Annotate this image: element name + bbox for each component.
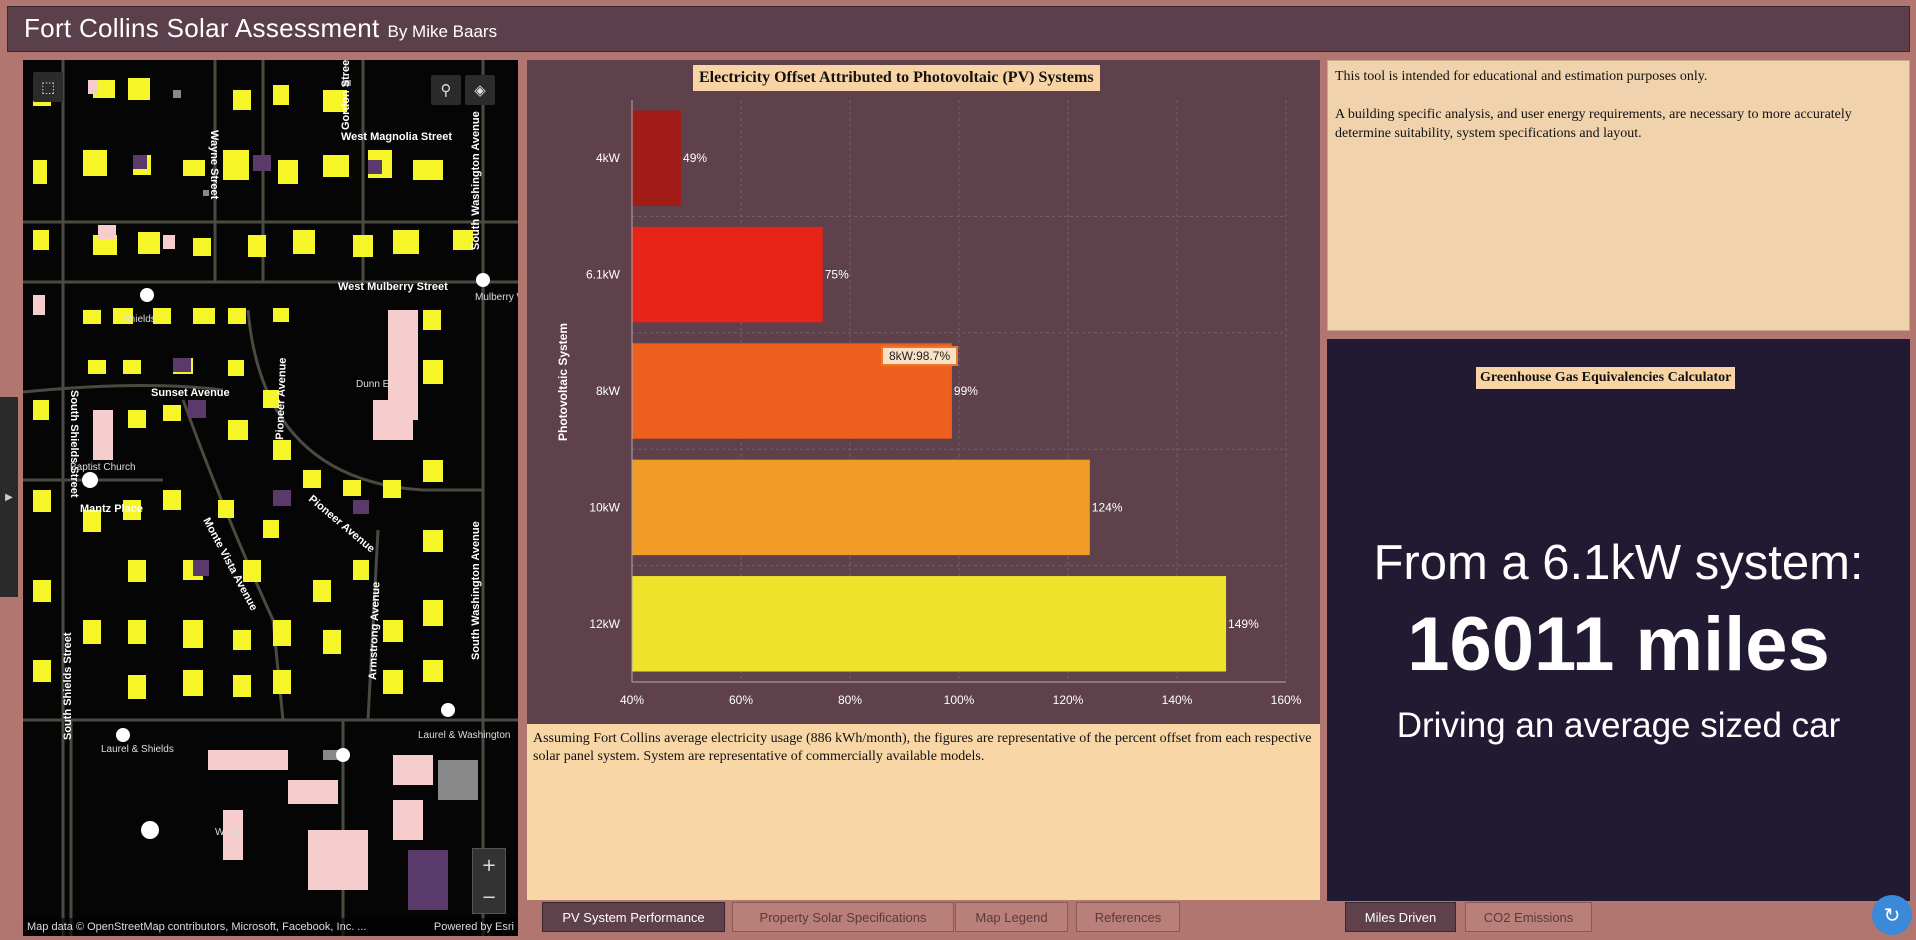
app-author: By Mike Baars xyxy=(387,22,498,41)
bar-data-label: 75% xyxy=(825,268,849,282)
map-street-label-shields-2: South Shields Street xyxy=(62,632,74,740)
y-tick-label: 8kW xyxy=(596,384,621,398)
app-title: Fort Collins Solar Assessment xyxy=(24,13,380,43)
tab-property-solar-specifications[interactable]: Property Solar Specifications xyxy=(732,902,954,932)
map-street-label-washington: South Washington Avenue xyxy=(470,521,482,660)
layers-icon: ◈ xyxy=(474,81,486,99)
map-street-label-mulberry: West Mulberry Street xyxy=(338,281,448,293)
chart-y-axis-label: Photovoltaic System xyxy=(556,323,570,441)
ghg-equivalency-label: Driving an average sized car xyxy=(1396,706,1841,745)
sidebar-toggle-button[interactable]: ▶ xyxy=(0,397,18,597)
zoom-in-button[interactable]: + xyxy=(481,854,497,876)
chart-bars: 49% 75% 99% 124% 149% xyxy=(632,110,1259,672)
map-poi-label-wall: W...all xyxy=(215,827,242,838)
tab-references[interactable]: References xyxy=(1076,902,1180,932)
disclaimer-panel: This tool is intended for educational an… xyxy=(1327,60,1910,331)
zoom-out-button[interactable]: − xyxy=(481,886,497,908)
bar-data-label: 149% xyxy=(1228,617,1259,631)
x-tick-label: 140% xyxy=(1162,693,1193,707)
map-street-label-shields: South Shields Street xyxy=(68,390,80,498)
chart-title: Electricity Offset Attributed to Photovo… xyxy=(693,65,1100,91)
map-attribution-text[interactable]: Map data © OpenStreetMap contributors, M… xyxy=(27,921,367,933)
x-tick-label: 80% xyxy=(838,693,862,707)
search-icon: ⚲ xyxy=(440,81,452,99)
map-street-label-sunset: Sunset Avenue xyxy=(151,387,230,399)
y-tick-label: 12kW xyxy=(589,617,620,631)
map-poi-label-dunn: Dunn El... xyxy=(356,379,400,390)
select-tool-button[interactable]: ⬚ xyxy=(33,72,63,102)
map-poi-label-church: Baptist Church xyxy=(70,462,136,473)
ghg-title: Greenhouse Gas Equivalencies Calculator xyxy=(1476,367,1736,389)
app-header: Fort Collins Solar Assessment By Mike Ba… xyxy=(7,6,1910,52)
map-street-label-mantz: Mantz Place xyxy=(80,503,143,515)
refresh-icon: ↻ xyxy=(1883,903,1901,927)
zoom-control: + − xyxy=(472,848,506,914)
bar-data-label: 99% xyxy=(954,384,978,398)
tab-pv-system-performance[interactable]: PV System Performance xyxy=(542,902,725,932)
ghg-calculator-panel: Greenhouse Gas Equivalencies Calculator … xyxy=(1327,339,1910,901)
map-street-label-wayne: Wayne Street xyxy=(208,130,220,200)
ghg-system-label: From a 6.1kW system: xyxy=(1373,536,1864,590)
rooftop-layer xyxy=(33,78,473,699)
ghg-value: 16011 miles xyxy=(1407,602,1830,687)
map-poi-label-shields: Shields xyxy=(123,314,156,325)
map-street-label-armstrong: Armstrong Avenue xyxy=(367,582,382,681)
refresh-button[interactable]: ↻ xyxy=(1872,895,1912,935)
x-tick-label: 40% xyxy=(620,693,644,707)
tab-co2-emissions[interactable]: CO2 Emissions xyxy=(1465,902,1592,932)
x-tick-label: 120% xyxy=(1053,693,1084,707)
chart-panel: 49% 75% 99% 124% 149% 40% 60% 80% 100% 120% 140% 1… xyxy=(527,60,1320,724)
y-tick-label: 6.1kW xyxy=(586,268,621,282)
map-poi-label-laurel-washington: Laurel & Washington xyxy=(418,730,510,741)
map-street-label-magnolia: West Magnolia Street xyxy=(341,131,452,143)
x-tick-label: 160% xyxy=(1271,693,1302,707)
map-street-label-pioneer: Pioneer Avenue xyxy=(274,357,289,440)
map-canvas: West Magnolia Street West Mulberry Stree… xyxy=(23,60,518,936)
select-icon: ⬚ xyxy=(40,78,56,96)
map-street-label-washington-2: South Washington Avenue xyxy=(470,111,482,250)
bar-chart: 49% 75% 99% 124% 149% 40% 60% 80% 100% 120% 140% 1… xyxy=(556,100,1302,707)
bar-data-label: 49% xyxy=(683,151,707,165)
map-poi-label-laurel-shields: Laurel & Shields xyxy=(101,744,174,755)
map-street-label-gordon: Gordon Street xyxy=(340,60,352,130)
tab-miles-driven[interactable]: Miles Driven xyxy=(1345,902,1456,932)
chevron-right-icon: ▶ xyxy=(5,491,13,503)
x-tick-label: 60% xyxy=(729,693,753,707)
chart-tooltip: 8kW:98.7% xyxy=(881,346,959,366)
layers-button[interactable]: ◈ xyxy=(465,75,495,105)
bar-4kW[interactable] xyxy=(632,110,682,206)
tab-map-legend[interactable]: Map Legend xyxy=(955,902,1068,932)
map-search-button[interactable]: ⚲ xyxy=(431,75,461,105)
chart-description: Assuming Fort Collins average electricit… xyxy=(527,724,1320,900)
disclaimer-text-1: This tool is intended for educational an… xyxy=(1335,69,1708,84)
y-tick-label: 10kW xyxy=(589,500,620,514)
chart-axes: 40% 60% 80% 100% 120% 140% 160% 4kW 6.1kW 8kW 10kW… xyxy=(586,100,1302,707)
bar-data-label: 124% xyxy=(1092,500,1123,514)
bar-12kW[interactable] xyxy=(632,576,1227,672)
map-poi-label-mulberry-washing: Mulberry Washing xyxy=(475,292,518,303)
map-attribution: Map data © OpenStreetMap contributors, M… xyxy=(23,918,518,936)
powered-by-esri[interactable]: Powered by Esri xyxy=(433,921,514,933)
bar-10kW[interactable] xyxy=(632,459,1090,556)
map-view[interactable]: West Magnolia Street West Mulberry Stree… xyxy=(23,60,518,936)
bar-6.1kW[interactable] xyxy=(632,226,823,323)
x-tick-label: 100% xyxy=(944,693,975,707)
y-tick-label: 4kW xyxy=(596,151,621,165)
disclaimer-text-2: A building specific analysis, and user e… xyxy=(1335,107,1852,141)
